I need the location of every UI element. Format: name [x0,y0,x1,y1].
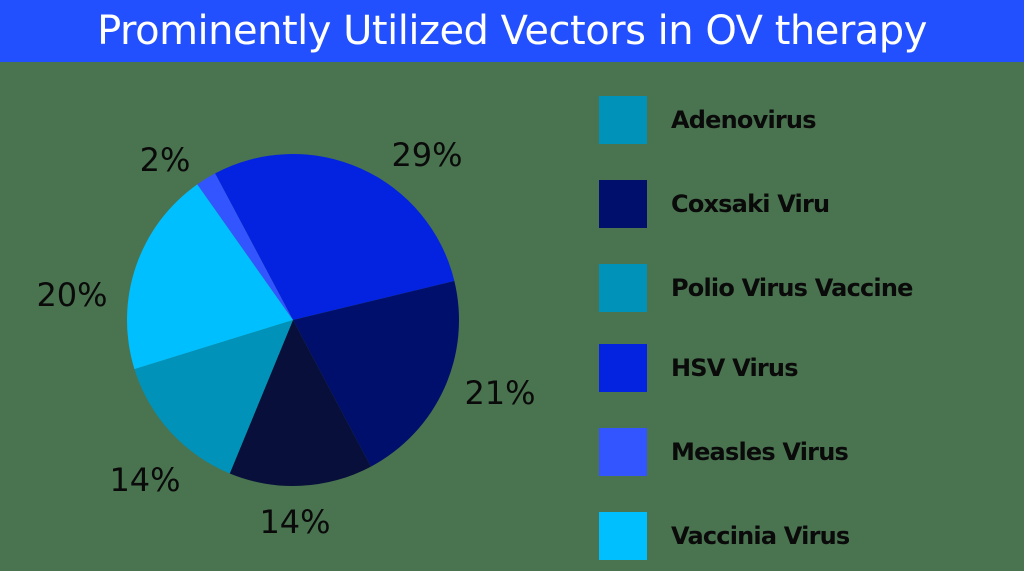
chart-title: Prominently Utilized Vectors in OV thera… [97,8,927,54]
label-dark-navy-pct: 14% [259,503,331,541]
legend-label: Adenovirus [671,106,816,134]
legend-item-measles: Measles Virus [599,428,849,476]
pie-wedge [215,153,455,320]
legend-item-coxsaki: Coxsaki Viru [599,180,830,228]
label-teal-pct: 14% [109,461,181,499]
legend-item-hsv: HSV Virus [599,344,798,392]
legend-label: Coxsaki Viru [671,190,830,218]
pie-wedge [229,320,371,487]
pie-wedge [293,280,459,467]
label-coxsaki-pct: 21% [464,374,536,412]
pie-wedge [134,320,293,474]
legend-item-adenovirus: Adenovirus [599,96,816,144]
legend-swatch [599,344,647,392]
legend-label: Polio Virus Vaccine [671,274,913,302]
legend-label: Vaccinia Virus [671,522,850,550]
legend-swatch [599,180,647,228]
legend-swatch [599,264,647,312]
legend-item-vaccinia: Vaccinia Virus [599,512,850,560]
legend-swatch [599,428,647,476]
label-hsv-pct: 29% [391,136,463,174]
pie-wedge [197,173,293,320]
legend-label: Measles Virus [671,438,849,466]
legend-swatch [599,96,647,144]
pie-wedge [127,184,294,370]
label-measles-pct: 2% [139,141,191,179]
legend-item-polio: Polio Virus Vaccine [599,264,913,312]
title-bar: Prominently Utilized Vectors in OV thera… [0,0,1024,62]
legend-label: HSV Virus [671,354,798,382]
legend-swatch [599,512,647,560]
pie-slices [127,153,459,487]
label-vaccinia-pct: 20% [36,276,108,314]
